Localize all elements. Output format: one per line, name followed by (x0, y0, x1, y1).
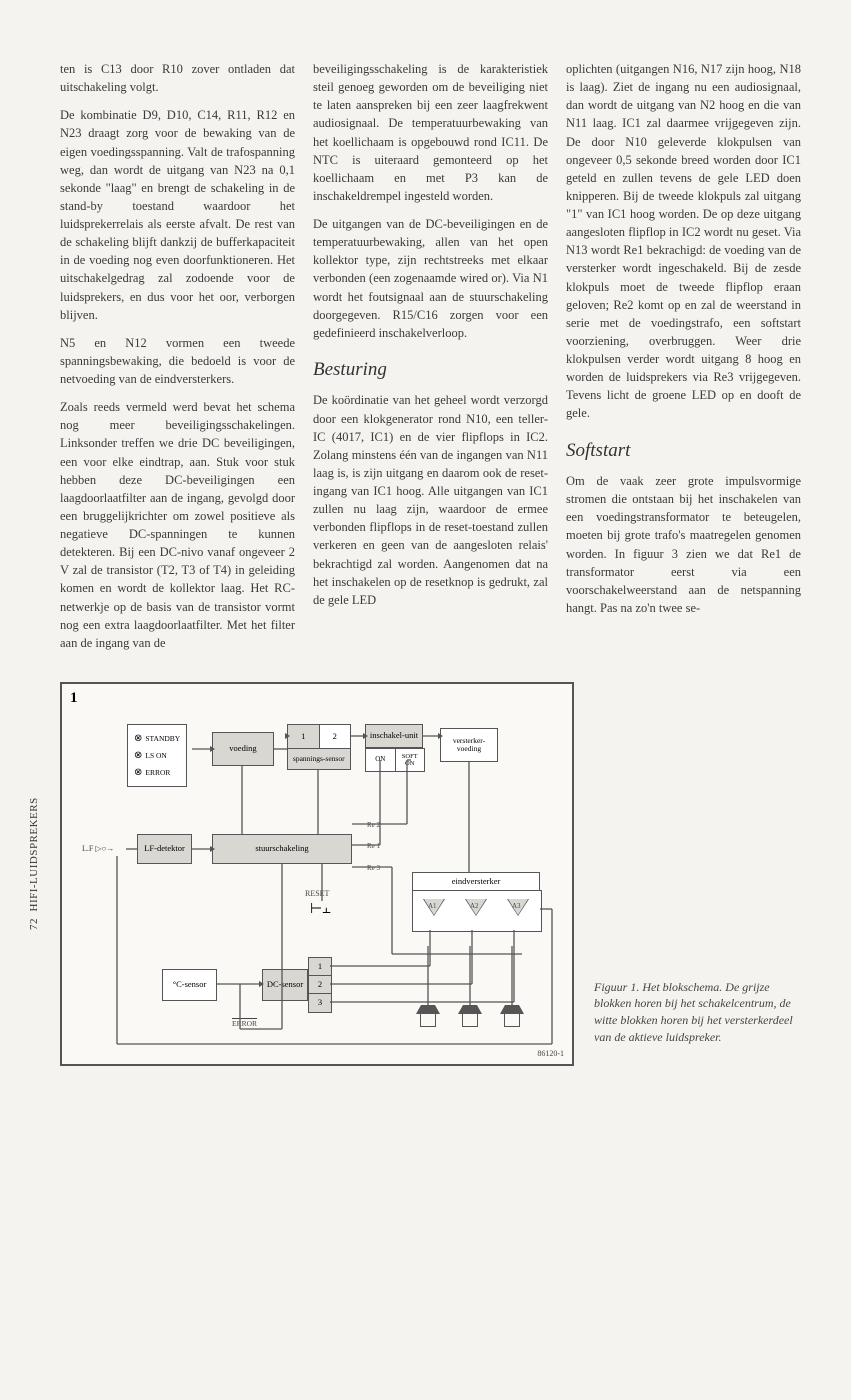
para: De koördinatie van het geheel wordt verz… (313, 391, 548, 609)
para: Om de vaak zeer grote impulsvormige stro… (566, 472, 801, 617)
diagram-wrap: 1 STANDBY LS ON ERROR voeding 1 2 spanni… (60, 682, 574, 1066)
text-columns: ten is C13 door R10 zover ontladen dat u… (60, 60, 801, 662)
side-label: 72 HIFI-LUIDSPREKERS (28, 797, 40, 930)
column-1: ten is C13 door R10 zover ontladen dat u… (60, 60, 295, 662)
para: Zoals reeds vermeld werd bevat het schem… (60, 398, 295, 652)
para: oplichten (uitgangen N16, N17 zijn hoog,… (566, 60, 801, 423)
heading-softstart: Softstart (566, 437, 801, 465)
para: ten is C13 door R10 zover ontladen dat u… (60, 60, 295, 96)
figure-caption: Figuur 1. Het blokschema. De grijze blok… (594, 979, 801, 1066)
wires (62, 684, 572, 1064)
para: N5 en N12 vormen een tweede spanningsbew… (60, 334, 295, 388)
heading-besturing: Besturing (313, 356, 548, 384)
column-2: beveiligingsschakeling is de karakterist… (313, 60, 548, 662)
para: De uitgangen van de DC-beveiligingen en … (313, 215, 548, 342)
block-diagram: 1 STANDBY LS ON ERROR voeding 1 2 spanni… (60, 682, 574, 1066)
figure-row: 1 STANDBY LS ON ERROR voeding 1 2 spanni… (60, 682, 801, 1066)
column-3: oplichten (uitgangen N16, N17 zijn hoog,… (566, 60, 801, 662)
para: De kombinatie D9, D10, C14, R11, R12 en … (60, 106, 295, 324)
para: beveiligingsschakeling is de karakterist… (313, 60, 548, 205)
